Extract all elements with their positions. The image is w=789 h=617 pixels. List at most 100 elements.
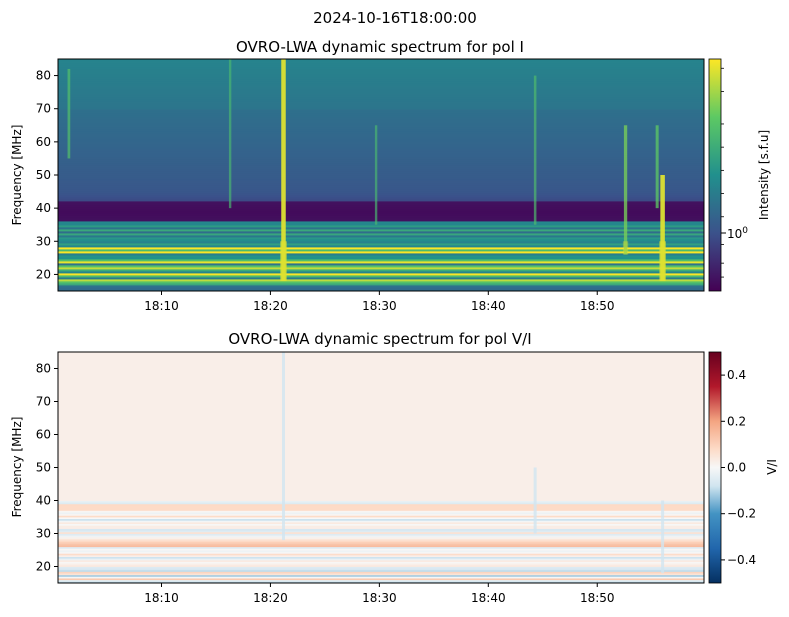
pol-i-x-axis: 18:10 18:20 18:30 18:40 18:50	[144, 291, 615, 313]
heatmap-row	[58, 91, 704, 94]
heatmap-row	[58, 289, 704, 292]
heatmap-row	[58, 568, 704, 571]
heatmap-row	[58, 83, 704, 86]
heatmap-row	[58, 398, 704, 401]
burst-mark	[533, 75, 537, 225]
heatmap-row	[58, 498, 704, 501]
heatmap-row	[58, 227, 704, 230]
panel-pol-vi: OVRO-LWA dynamic spectrum for pol V/I 18…	[10, 330, 779, 605]
heatmap-row	[58, 261, 704, 264]
heatmap-row	[58, 171, 704, 174]
heatmap-row	[58, 177, 704, 180]
heatmap-row	[58, 169, 704, 172]
heatmap-row	[58, 444, 704, 447]
heatmap-row	[58, 127, 704, 130]
heatmap-row	[58, 271, 704, 274]
heatmap-row	[58, 380, 704, 383]
heatmap-row	[58, 437, 704, 440]
heatmap-row	[58, 495, 704, 498]
heatmap-row	[58, 368, 704, 371]
heatmap-row	[58, 121, 704, 124]
heatmap-row	[58, 181, 704, 184]
heatmap-row	[58, 564, 704, 567]
heatmap-row	[58, 143, 704, 146]
heatmap-row	[58, 103, 704, 106]
heatmap-row	[58, 219, 704, 222]
burst-core	[659, 241, 666, 282]
heatmap-row	[58, 484, 704, 487]
heatmap-row	[58, 353, 704, 356]
heatmap-row	[58, 399, 704, 402]
heatmap-row	[58, 137, 704, 140]
heatmap-row	[58, 574, 704, 577]
burst-mark	[655, 125, 659, 209]
heatmap-row	[58, 546, 704, 549]
heatmap-row	[58, 125, 704, 128]
heatmap-row	[58, 447, 704, 450]
heatmap-row	[58, 472, 704, 475]
heatmap-row	[58, 520, 704, 523]
colorbar-tick-label: −0.2	[727, 507, 756, 521]
heatmap-row	[58, 175, 704, 178]
heatmap-row	[58, 550, 704, 553]
heatmap-row	[58, 414, 704, 417]
burst-mark	[533, 467, 537, 534]
x-tick-label: 18:10	[144, 591, 179, 605]
y-tick-label: 40	[36, 494, 51, 508]
heatmap-row	[58, 235, 704, 238]
heatmap-row	[58, 488, 704, 491]
heatmap-row	[58, 401, 704, 404]
pol-i-y-axis: 20 30 40 50 60 70 80	[36, 69, 58, 281]
heatmap-row	[58, 513, 704, 516]
heatmap-row	[58, 119, 704, 122]
pol-vi-colorbar-label: V/I	[765, 459, 779, 475]
heatmap-row	[58, 487, 704, 490]
heatmap-row	[58, 528, 704, 531]
y-tick-label: 80	[36, 69, 51, 83]
pol-vi-y-axis: 20 30 40 50 60 70 80	[36, 362, 58, 574]
heatmap-row	[58, 69, 704, 72]
heatmap-row	[58, 205, 704, 208]
heatmap-row	[58, 275, 704, 278]
heatmap-row	[58, 195, 704, 198]
heatmap-row	[58, 281, 704, 284]
heatmap-row	[58, 360, 704, 363]
heatmap-row	[58, 179, 704, 182]
heatmap-row	[58, 413, 704, 416]
heatmap-row	[58, 99, 704, 102]
heatmap-row	[58, 229, 704, 232]
heatmap-row	[58, 241, 704, 244]
pol-vi-colorbar-ticks: 0.4 0.2 0.0 −0.2 −0.4	[721, 368, 756, 567]
heatmap-row	[58, 566, 704, 569]
heatmap-row	[58, 535, 704, 538]
heatmap-row	[58, 436, 704, 439]
colorbar-tick-label: 0.2	[727, 414, 746, 428]
heatmap-row	[58, 556, 704, 559]
heatmap-row	[58, 95, 704, 98]
heatmap-row	[58, 139, 704, 142]
x-tick-label: 18:30	[362, 591, 397, 605]
heatmap-row	[58, 133, 704, 136]
heatmap-row	[58, 457, 704, 460]
heatmap-row	[58, 396, 704, 399]
heatmap-row	[58, 59, 704, 62]
heatmap-row	[58, 155, 704, 158]
panel-pol-i-title: OVRO-LWA dynamic spectrum for pol I	[236, 38, 524, 56]
heatmap-row	[58, 259, 704, 262]
heatmap-row	[58, 371, 704, 374]
heatmap-row	[58, 441, 704, 444]
heatmap-row	[58, 525, 704, 528]
heatmap-row	[58, 561, 704, 564]
heatmap-row	[58, 373, 704, 376]
heatmap-row	[58, 559, 704, 562]
heatmap-row	[58, 209, 704, 212]
x-tick-label: 18:40	[471, 299, 506, 313]
heatmap-row	[58, 375, 704, 378]
x-tick-label: 18:10	[144, 299, 179, 313]
y-tick-label: 80	[36, 362, 51, 376]
heatmap-row	[58, 63, 704, 66]
heatmap-row	[58, 475, 704, 478]
heatmap-row	[58, 75, 704, 78]
heatmap-row	[58, 464, 704, 467]
heatmap-row	[58, 554, 704, 557]
